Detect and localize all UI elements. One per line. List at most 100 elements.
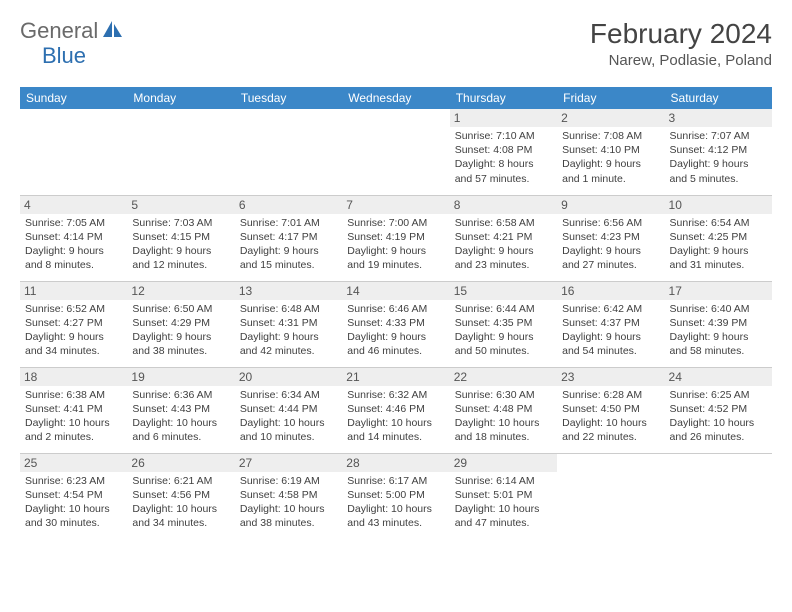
logo-text-blue: Blue (42, 43, 86, 68)
day-number: 25 (20, 454, 127, 472)
calendar-day-cell: 16 Sunrise: 6:42 AMSunset: 4:37 PMDayligh… (557, 281, 664, 367)
calendar-page: General February 2024 Narew, Podlasie, P… (0, 0, 792, 549)
calendar-header-row: SundayMondayTuesdayWednesdayThursdayFrid… (20, 87, 772, 109)
weekday-header: Sunday (20, 87, 127, 109)
day-number: 15 (450, 282, 557, 300)
calendar-week-row: 18Sunrise: 6:38 AMSunset: 4:41 PMDayligh… (20, 367, 772, 453)
calendar-day-cell: 8 Sunrise: 6:58 AMSunset: 4:21 PMDaylight… (450, 195, 557, 281)
day-number: 12 (127, 282, 234, 300)
day-info: Sunrise: 7:07 AMSunset: 4:12 PMDaylight:… (670, 129, 767, 186)
calendar-day-cell: 6 Sunrise: 7:01 AMSunset: 4:17 PMDaylight… (235, 195, 342, 281)
calendar-day-cell: 27 Sunrise: 6:19 AMSunset: 4:58 PMDayligh… (235, 453, 342, 539)
day-number: 2 (557, 109, 664, 127)
weekday-header: Saturday (665, 87, 772, 109)
calendar-day-cell (665, 453, 772, 539)
calendar-day-cell: 14 Sunrise: 6:46 AMSunset: 4:33 PMDayligh… (342, 281, 449, 367)
calendar-day-cell: 21 Sunrise: 6:32 AMSunset: 4:46 PMDayligh… (342, 367, 449, 453)
day-info: Sunrise: 6:19 AMSunset: 4:58 PMDaylight:… (240, 474, 337, 531)
day-info: Sunrise: 6:50 AMSunset: 4:29 PMDaylight:… (132, 302, 229, 359)
calendar-day-cell (557, 453, 664, 539)
calendar-week-row: 4 Sunrise: 7:05 AMSunset: 4:14 PMDaylight… (20, 195, 772, 281)
logo-sail-icon (103, 21, 123, 40)
day-number: 21 (342, 368, 449, 386)
day-number: 8 (450, 196, 557, 214)
calendar-day-cell: 4 Sunrise: 7:05 AMSunset: 4:14 PMDaylight… (20, 195, 127, 281)
day-info: Sunrise: 7:03 AMSunset: 4:15 PMDaylight:… (132, 216, 229, 273)
calendar-day-cell: 17 Sunrise: 6:40 AMSunset: 4:39 PMDayligh… (665, 281, 772, 367)
calendar-week-row: 1 Sunrise: 7:10 AMSunset: 4:08 PMDaylight… (20, 109, 772, 195)
day-number: 20 (235, 368, 342, 386)
day-info: Sunrise: 6:34 AMSunset: 4:44 PMDaylight:… (240, 388, 337, 445)
day-info: Sunrise: 7:01 AMSunset: 4:17 PMDaylight:… (240, 216, 337, 273)
calendar-day-cell: 9 Sunrise: 6:56 AMSunset: 4:23 PMDaylight… (557, 195, 664, 281)
calendar-day-cell: 7Sunrise: 7:00 AMSunset: 4:19 PMDaylight… (342, 195, 449, 281)
day-number: 14 (342, 282, 449, 300)
calendar-day-cell: 26 Sunrise: 6:21 AMSunset: 4:56 PMDayligh… (127, 453, 234, 539)
calendar-day-cell: 5 Sunrise: 7:03 AMSunset: 4:15 PMDaylight… (127, 195, 234, 281)
day-info: Sunrise: 6:44 AMSunset: 4:35 PMDaylight:… (455, 302, 552, 359)
calendar-week-row: 11Sunrise: 6:52 AMSunset: 4:27 PMDayligh… (20, 281, 772, 367)
weekday-header: Monday (127, 87, 234, 109)
calendar-table: SundayMondayTuesdayWednesdayThursdayFrid… (20, 87, 772, 539)
calendar-body: 1 Sunrise: 7:10 AMSunset: 4:08 PMDaylight… (20, 109, 772, 539)
logo-text-general: General (20, 18, 98, 44)
day-info: Sunrise: 6:56 AMSunset: 4:23 PMDaylight:… (562, 216, 659, 273)
day-info: Sunrise: 6:14 AMSunset: 5:01 PMDaylight:… (455, 474, 552, 531)
day-info: Sunrise: 6:48 AMSunset: 4:31 PMDaylight:… (240, 302, 337, 359)
day-number: 17 (665, 282, 772, 300)
day-info: Sunrise: 6:46 AMSunset: 4:33 PMDaylight:… (347, 302, 444, 359)
day-info: Sunrise: 6:30 AMSunset: 4:48 PMDaylight:… (455, 388, 552, 445)
calendar-day-cell (127, 109, 234, 195)
calendar-day-cell (235, 109, 342, 195)
day-info: Sunrise: 7:05 AMSunset: 4:14 PMDaylight:… (25, 216, 122, 273)
day-info: Sunrise: 6:38 AMSunset: 4:41 PMDaylight:… (25, 388, 122, 445)
day-info: Sunrise: 6:40 AMSunset: 4:39 PMDaylight:… (670, 302, 767, 359)
calendar-day-cell: 22 Sunrise: 6:30 AMSunset: 4:48 PMDayligh… (450, 367, 557, 453)
day-number: 22 (450, 368, 557, 386)
calendar-day-cell: 13 Sunrise: 6:48 AMSunset: 4:31 PMDayligh… (235, 281, 342, 367)
day-info: Sunrise: 6:54 AMSunset: 4:25 PMDaylight:… (670, 216, 767, 273)
day-info: Sunrise: 6:52 AMSunset: 4:27 PMDaylight:… (25, 302, 122, 359)
day-info: Sunrise: 6:17 AMSunset: 5:00 PMDaylight:… (347, 474, 444, 531)
day-number: 16 (557, 282, 664, 300)
day-number: 29 (450, 454, 557, 472)
calendar-day-cell: 11Sunrise: 6:52 AMSunset: 4:27 PMDayligh… (20, 281, 127, 367)
day-info: Sunrise: 7:08 AMSunset: 4:10 PMDaylight:… (562, 129, 659, 186)
day-number: 7 (342, 196, 449, 214)
day-info: Sunrise: 6:58 AMSunset: 4:21 PMDaylight:… (455, 216, 552, 273)
day-number: 5 (127, 196, 234, 214)
day-number: 4 (20, 196, 127, 214)
day-info: Sunrise: 7:10 AMSunset: 4:08 PMDaylight:… (455, 129, 552, 186)
day-info: Sunrise: 6:42 AMSunset: 4:37 PMDaylight:… (562, 302, 659, 359)
day-number: 1 (450, 109, 557, 127)
calendar-day-cell: 3 Sunrise: 7:07 AMSunset: 4:12 PMDaylight… (665, 109, 772, 195)
day-number: 26 (127, 454, 234, 472)
calendar-day-cell: 12 Sunrise: 6:50 AMSunset: 4:29 PMDayligh… (127, 281, 234, 367)
calendar-day-cell: 24 Sunrise: 6:25 AMSunset: 4:52 PMDayligh… (665, 367, 772, 453)
weekday-header: Friday (557, 87, 664, 109)
day-info: Sunrise: 6:21 AMSunset: 4:56 PMDaylight:… (132, 474, 229, 531)
day-info: Sunrise: 6:32 AMSunset: 4:46 PMDaylight:… (347, 388, 444, 445)
day-number: 24 (665, 368, 772, 386)
calendar-day-cell: 23 Sunrise: 6:28 AMSunset: 4:50 PMDayligh… (557, 367, 664, 453)
day-number: 10 (665, 196, 772, 214)
calendar-day-cell: 1 Sunrise: 7:10 AMSunset: 4:08 PMDaylight… (450, 109, 557, 195)
calendar-day-cell: 19Sunrise: 6:36 AMSunset: 4:43 PMDayligh… (127, 367, 234, 453)
day-info: Sunrise: 6:23 AMSunset: 4:54 PMDaylight:… (25, 474, 122, 531)
day-number: 3 (665, 109, 772, 127)
day-number: 19 (127, 368, 234, 386)
calendar-week-row: 25 Sunrise: 6:23 AMSunset: 4:54 PMDayligh… (20, 453, 772, 539)
calendar-day-cell (342, 109, 449, 195)
day-number: 27 (235, 454, 342, 472)
day-info: Sunrise: 6:25 AMSunset: 4:52 PMDaylight:… (670, 388, 767, 445)
day-number: 6 (235, 196, 342, 214)
calendar-day-cell: 15 Sunrise: 6:44 AMSunset: 4:35 PMDayligh… (450, 281, 557, 367)
day-number: 28 (342, 454, 449, 472)
day-number: 23 (557, 368, 664, 386)
day-number: 13 (235, 282, 342, 300)
day-info: Sunrise: 6:28 AMSunset: 4:50 PMDaylight:… (562, 388, 659, 445)
calendar-day-cell (20, 109, 127, 195)
day-number: 9 (557, 196, 664, 214)
logo: General (20, 18, 125, 44)
weekday-header: Thursday (450, 87, 557, 109)
